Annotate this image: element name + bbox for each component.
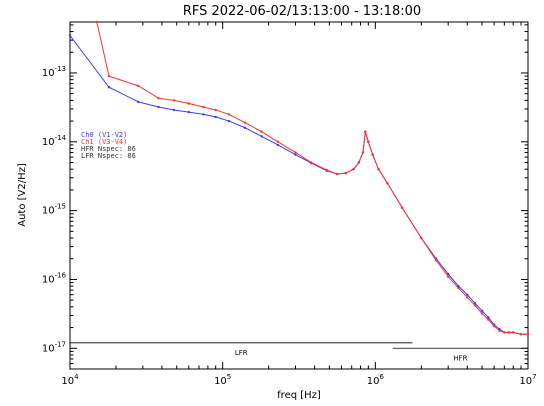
data-point (227, 119, 231, 123)
x-tick-label: 107 (519, 373, 536, 387)
data-point (480, 309, 484, 313)
data-point (202, 113, 205, 116)
band-label: HFR (453, 354, 467, 362)
data-point (243, 126, 247, 129)
data-point (309, 161, 313, 164)
plot-frame (69, 21, 529, 370)
data-point (325, 168, 328, 172)
data-point (68, 34, 72, 37)
data-point (260, 135, 263, 138)
legend-entry: HFR Nspec: 86 (81, 145, 136, 153)
data-point (137, 84, 140, 88)
data-point (294, 153, 297, 156)
data-point (503, 331, 506, 334)
data-point (367, 140, 370, 143)
legend-entry: LFR Nspec: 86 (81, 152, 136, 160)
y-tick-label: 10-16 (42, 271, 67, 285)
band-markers: LFR HFR (70, 342, 528, 362)
data-point (457, 286, 460, 290)
legend-entry: Ch0 (V1-V2) (81, 131, 127, 139)
data-point (214, 108, 217, 112)
data-point (276, 140, 280, 143)
legend-entry: Ch1 (V3-V4) (81, 138, 127, 146)
data-point (352, 167, 355, 171)
y-tick-label: 10-15 (42, 203, 66, 217)
data-point (434, 259, 438, 262)
data-point (214, 115, 217, 119)
data-point (492, 324, 496, 328)
x-tick-label: 104 (61, 373, 79, 387)
data-point (260, 130, 263, 133)
data-point (487, 316, 490, 319)
series-line (96, 21, 528, 335)
data-point (137, 100, 140, 104)
data-point (107, 74, 111, 78)
band-label: LFR (235, 349, 248, 357)
data-point (371, 153, 374, 156)
data-point (364, 130, 367, 133)
data-point (172, 108, 176, 112)
data-point (473, 302, 477, 305)
data-point (507, 331, 511, 334)
data-point (187, 110, 190, 114)
chart-title: RFS 2022-06-02/13:13:00 - 13:18:00 (183, 4, 421, 19)
data-point (487, 318, 490, 321)
x-tick-label: 106 (367, 373, 385, 387)
data-point (480, 312, 484, 315)
data-point (401, 206, 404, 209)
y-axis-label: Auto [V2/Hz] (17, 163, 28, 227)
data-point (386, 182, 389, 185)
data-point (107, 86, 111, 89)
data-point (95, 20, 99, 24)
data-point (466, 293, 469, 296)
data-point (357, 161, 361, 164)
data-point (361, 151, 365, 154)
data-point (335, 172, 339, 176)
data-point (473, 304, 477, 307)
data-point (466, 296, 469, 299)
axis-ticks: 104 105 106 107 10-13 10-14 10-15 10-16 10-17 (42, 22, 537, 387)
data-point (526, 333, 530, 336)
x-tick-label: 105 (214, 373, 231, 387)
data-point (377, 167, 380, 171)
data-point (294, 151, 297, 154)
data-point (420, 236, 423, 240)
data-point (157, 105, 160, 109)
data-point (512, 331, 515, 334)
data-point (519, 333, 523, 336)
data-point (446, 275, 450, 278)
data-point (227, 113, 231, 116)
data-point (276, 143, 280, 147)
data-point (157, 96, 160, 100)
data-point (344, 171, 347, 175)
data-point (498, 329, 501, 332)
y-tick-label: 10-14 (42, 134, 67, 148)
data-point (202, 105, 205, 109)
data-point (187, 102, 190, 105)
x-axis-label: freq [Hz] (277, 390, 321, 401)
data-point (446, 272, 450, 276)
series-layer (68, 20, 530, 336)
y-tick-label: 10-13 (42, 65, 66, 79)
data-point (172, 99, 176, 102)
y-tick-label: 10-17 (42, 340, 66, 354)
data-point (243, 121, 247, 124)
